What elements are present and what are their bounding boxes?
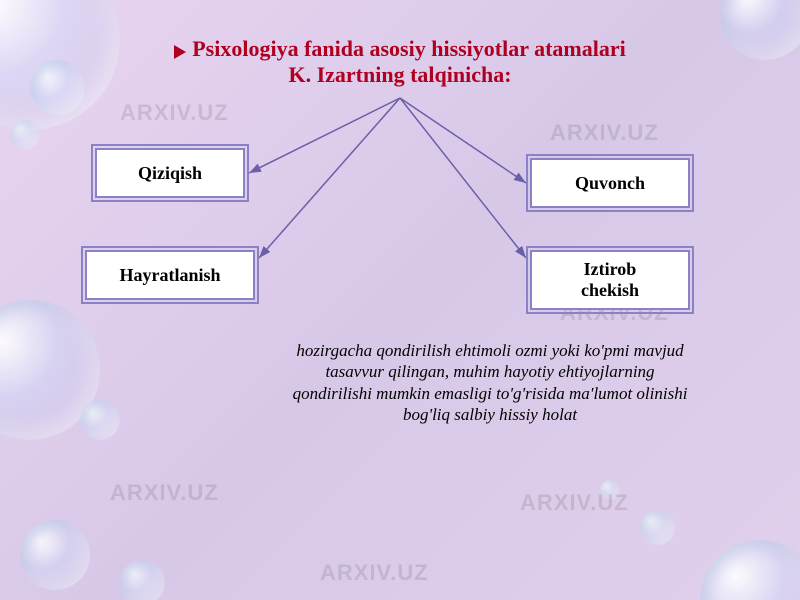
bubble-decoration [80,400,120,440]
bubble-decoration [10,120,40,150]
title-line1: Psixologiya fanida asosiy hissiyotlar at… [192,36,626,61]
watermark-text: ARXIV.UZ [120,100,229,126]
bubble-decoration [0,300,100,440]
watermark-text: ARXIV.UZ [520,490,629,516]
bubble-decoration [700,540,800,600]
footer-description: hozirgacha qondirilish ehtimoli ozmi yok… [290,340,690,425]
diagram-node-quvonch: Quvonch [530,158,690,208]
diagram-node-iztirob: Iztirob chekish [530,250,690,310]
slide-title: Psixologiya fanida asosiy hissiyotlar at… [0,36,800,88]
diagram-node-qiziqish: Qiziqish [95,148,245,198]
watermark-text: ARXIV.UZ [550,120,659,146]
watermark-text: ARXIV.UZ [320,560,429,586]
bubble-decoration [640,510,675,545]
title-bullet-icon [174,45,186,59]
bubble-decoration [20,520,90,590]
watermark-text: ARXIV.UZ [110,480,219,506]
bubble-decoration [600,480,620,500]
diagram-node-hayratlanish: Hayratlanish [85,250,255,300]
title-line2: K. Izartning talqinicha: [288,62,511,87]
bubble-decoration [120,560,165,600]
